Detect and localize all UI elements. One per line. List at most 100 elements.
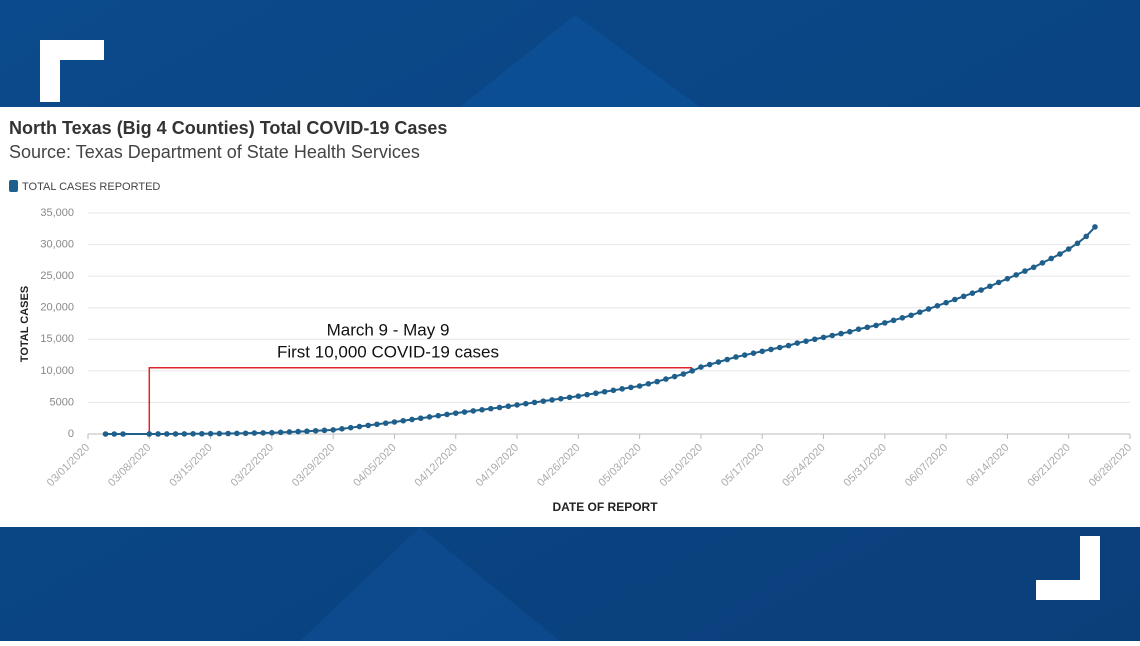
data-point [663,376,669,382]
data-point [487,405,494,412]
data-point [304,428,310,435]
data-point [776,344,783,351]
data-point [207,430,214,437]
data-point [733,354,739,360]
data-point [531,399,538,406]
annotation-text: March 9 - May 9 [327,320,450,339]
series-line [105,226,1096,435]
bg-shape [300,527,560,641]
chart-panel [0,107,1140,527]
data-point [671,373,678,380]
data-point [164,431,170,437]
data-point [1013,272,1019,278]
data-point [321,427,328,434]
data-point [943,299,949,306]
data-point [199,430,205,437]
data-point [295,428,301,435]
legend-swatch [9,180,18,192]
data-point [1022,268,1028,274]
data-point [382,420,389,426]
data-point [260,430,266,436]
data-point [820,334,827,341]
data-point [391,419,398,425]
data-point [1048,255,1054,262]
chart-title: North Texas (Big 4 Counties) Total COVID… [9,118,447,138]
data-point [514,402,520,408]
data-point [470,408,477,414]
data-point [409,416,415,423]
data-point [269,429,275,436]
data-point [960,293,967,300]
data-point [505,403,512,410]
data-point [829,332,836,339]
data-point [181,431,188,437]
data-point [558,395,564,402]
data-point [680,371,687,377]
data-point [724,356,731,363]
data-point [479,406,485,413]
annotation-text: First 10,000 COVID-19 cases [277,342,499,361]
data-point [461,409,468,415]
data-point [286,429,293,435]
data-point [741,352,748,358]
data-point [155,431,161,437]
data-point [523,400,529,407]
data-point [111,431,118,437]
data-point [969,290,976,296]
data-point [102,431,109,437]
data-point [855,326,862,332]
data-point [873,322,879,329]
corner-bracket [1036,536,1100,600]
data-point [689,368,695,374]
data-point [654,378,660,385]
data-point [917,309,923,315]
data-point [908,312,914,319]
data-point [952,296,958,303]
data-point [978,287,984,293]
data-point [785,342,792,349]
data-point [706,361,713,368]
legend-label: TOTAL CASES REPORTED [22,181,160,193]
data-point [1083,233,1090,240]
data-point [452,410,459,416]
data-point [120,431,126,437]
data-point [838,330,844,337]
data-point [934,303,941,309]
data-point [356,423,363,430]
data-point [575,393,582,399]
data-point [339,426,345,432]
data-point [987,283,993,290]
data-point [444,411,450,418]
data-point [1004,275,1011,282]
data-point [172,431,179,437]
data-point [190,431,196,437]
data-point [251,430,258,436]
data-point [365,422,372,429]
data-point [277,429,284,436]
data-point [1039,260,1046,266]
data-point [549,397,555,403]
data-point [1074,240,1081,247]
data-point [768,346,774,353]
data-point [225,430,231,437]
y-tick-label: 10,000 [40,365,74,377]
data-point [1092,224,1098,230]
data-point [636,383,643,389]
data-point [347,424,354,431]
data-point [417,415,424,422]
annotation-bracket [148,366,693,434]
data-point [750,350,757,356]
y-tick-label: 20,000 [40,302,74,314]
y-tick-label: 30,000 [40,238,74,250]
data-point [1065,246,1072,252]
y-tick-label: 35,000 [40,207,74,219]
data-point [242,430,249,437]
data-point [899,315,906,321]
data-point [435,412,442,419]
data-point [846,328,853,335]
data-point [794,340,801,346]
y-tick-label: 5000 [50,396,74,408]
data-point [312,427,319,434]
